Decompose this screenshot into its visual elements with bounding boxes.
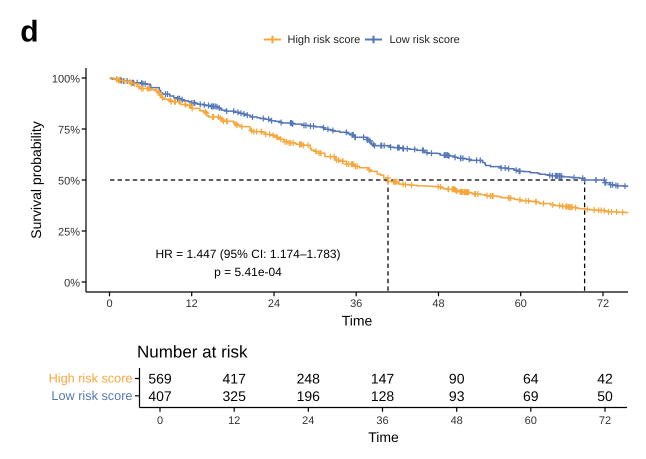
svg-text:72: 72: [597, 298, 609, 310]
svg-text:147: 147: [371, 371, 395, 387]
svg-text:Number at risk: Number at risk: [137, 342, 248, 361]
svg-text:Low risk score: Low risk score: [51, 389, 132, 403]
svg-text:48: 48: [451, 415, 463, 427]
svg-text:64: 64: [523, 371, 539, 387]
svg-text:128: 128: [371, 388, 395, 404]
svg-text:417: 417: [223, 371, 247, 387]
svg-text:48: 48: [432, 298, 444, 310]
svg-text:12: 12: [228, 415, 240, 427]
svg-text:100%: 100%: [52, 73, 80, 85]
svg-text:25%: 25%: [58, 226, 80, 238]
svg-text:Survival probability: Survival probability: [28, 121, 44, 239]
svg-text:69: 69: [523, 388, 539, 404]
svg-text:50: 50: [597, 388, 613, 404]
svg-text:High risk score: High risk score: [49, 371, 133, 385]
svg-text:72: 72: [599, 415, 611, 427]
svg-text:60: 60: [515, 298, 527, 310]
svg-text:Low risk score: Low risk score: [390, 34, 460, 46]
svg-text:75%: 75%: [58, 124, 80, 136]
svg-text:50%: 50%: [58, 175, 80, 187]
svg-text:90: 90: [449, 371, 465, 387]
svg-text:24: 24: [268, 298, 280, 310]
svg-text:248: 248: [297, 371, 321, 387]
svg-text:Time: Time: [368, 429, 399, 445]
svg-text:0%: 0%: [64, 277, 80, 289]
svg-text:Time: Time: [342, 313, 373, 329]
svg-text:325: 325: [223, 388, 247, 404]
svg-text:196: 196: [297, 388, 321, 404]
svg-text:p = 5.41e-04: p = 5.41e-04: [214, 265, 282, 279]
svg-text:d: d: [20, 16, 38, 49]
svg-text:HR = 1.447 (95% CI: 1.174–1.78: HR = 1.447 (95% CI: 1.174–1.783): [155, 247, 340, 261]
svg-text:0: 0: [106, 298, 112, 310]
svg-text:High risk score: High risk score: [288, 34, 361, 46]
svg-text:42: 42: [597, 371, 613, 387]
svg-text:407: 407: [148, 388, 172, 404]
svg-text:60: 60: [525, 415, 537, 427]
svg-text:36: 36: [376, 415, 388, 427]
svg-text:93: 93: [449, 388, 465, 404]
svg-text:24: 24: [302, 415, 314, 427]
svg-text:12: 12: [186, 298, 198, 310]
svg-text:569: 569: [148, 371, 172, 387]
svg-text:36: 36: [350, 298, 362, 310]
svg-text:0: 0: [157, 415, 163, 427]
